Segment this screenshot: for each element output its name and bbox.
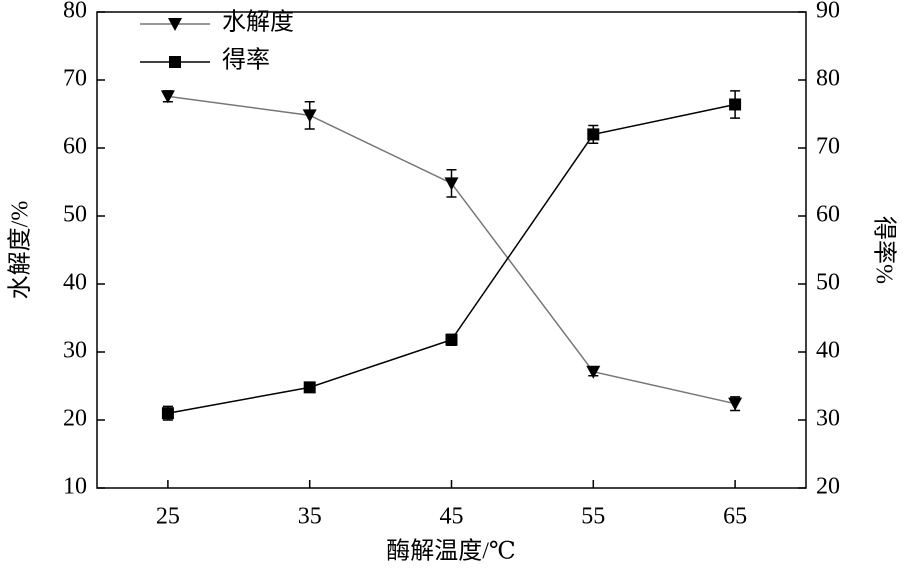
y-tick-label: 50 [63, 202, 87, 228]
marker [161, 407, 174, 420]
marker [160, 90, 175, 104]
y-axis-label: 水解度/% [7, 201, 34, 300]
x-tick-label: 25 [156, 504, 180, 530]
x-tick-label: 45 [440, 504, 464, 530]
y-tick-label: 30 [63, 338, 87, 364]
x-tick-label: 35 [298, 504, 322, 530]
marker [169, 56, 181, 68]
y-tick-label: 60 [63, 134, 87, 160]
y2-tick-label: 60 [816, 202, 840, 228]
marker [445, 333, 458, 346]
legend-label: 得率 [222, 47, 270, 74]
marker [302, 109, 317, 123]
y2-tick-label: 70 [816, 134, 840, 160]
plot-frame [96, 11, 807, 489]
marker [587, 128, 600, 141]
x-tick-label: 65 [723, 504, 747, 530]
marker [444, 177, 459, 191]
y-tick-label: 40 [63, 270, 87, 296]
marker [586, 365, 601, 379]
legend-label: 水解度 [222, 9, 294, 36]
y-tick-label: 80 [63, 0, 87, 24]
y2-tick-label: 50 [816, 270, 840, 296]
series-line [167, 95, 736, 405]
y-tick-label: 10 [63, 474, 87, 500]
y2-tick-label: 30 [816, 406, 840, 432]
marker [168, 18, 182, 31]
y-tick-label: 20 [63, 406, 87, 432]
x-axis-label: 酶解温度/℃ [386, 538, 516, 565]
y-tick-label: 70 [63, 66, 87, 92]
series-line [167, 103, 736, 414]
y2-tick-label: 40 [816, 338, 840, 364]
marker [729, 98, 742, 111]
x-tick-label: 55 [581, 504, 605, 530]
y2-tick-label: 90 [816, 0, 840, 24]
y2-tick-label: 80 [816, 66, 840, 92]
marker [303, 381, 316, 394]
marker [728, 397, 743, 411]
y2-axis-label: 得率% [870, 216, 897, 284]
y2-tick-label: 20 [816, 474, 840, 500]
